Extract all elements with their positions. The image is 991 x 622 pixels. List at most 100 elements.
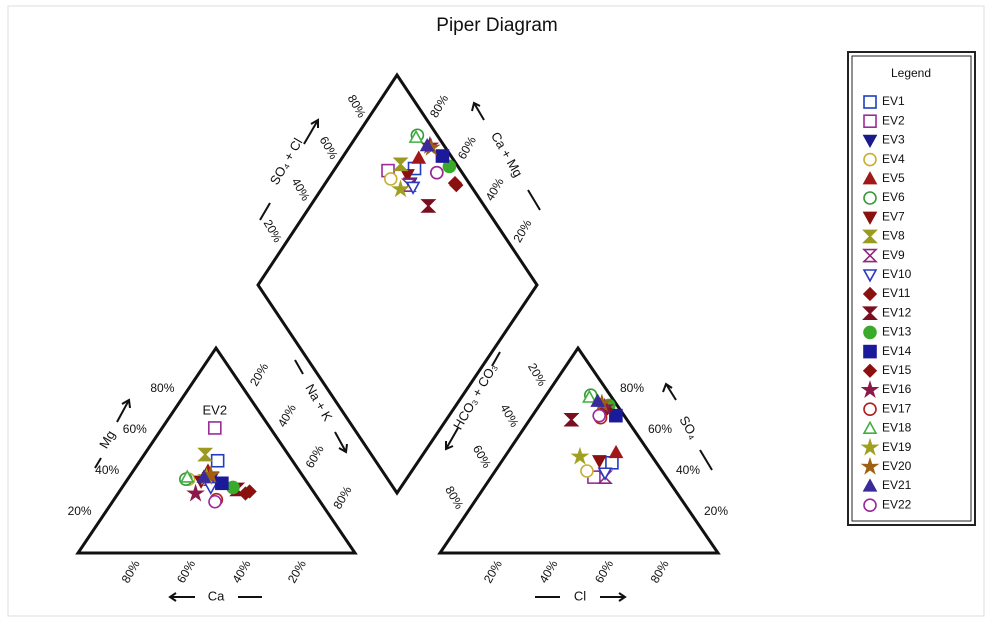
diamond-point	[442, 159, 457, 174]
legend-label: EV21	[882, 478, 912, 492]
tick-label: 40%	[536, 557, 560, 585]
axis-title: Na + K	[302, 381, 335, 424]
anion-triangle	[437, 345, 721, 555]
legend-marker	[862, 306, 878, 321]
diamond-point	[383, 172, 398, 186]
axis-title: HCO₃ + CO₃	[450, 361, 500, 432]
legend-marker	[863, 95, 877, 109]
tick-label: 60%	[303, 442, 327, 470]
tick-label: 40%	[483, 175, 507, 203]
tick-label: 40%	[229, 557, 253, 585]
axis-title: SO₄	[676, 413, 701, 441]
tick-label: 80%	[345, 92, 369, 120]
tick-label: 40%	[289, 175, 313, 203]
legend-box-inner	[851, 55, 972, 522]
tick-label: 20%	[510, 217, 534, 245]
tick-label: 40%	[95, 463, 119, 477]
legend-label: EV8	[882, 229, 905, 243]
legend-label: EV22	[882, 497, 912, 511]
cation-point	[238, 486, 253, 501]
legend-marker	[862, 248, 878, 263]
anion-point	[592, 408, 606, 423]
anion-point	[582, 389, 597, 403]
anion-point	[563, 412, 580, 427]
cation-point	[203, 481, 219, 496]
tick-label: 80%	[150, 381, 174, 395]
tick-label: 60%	[455, 134, 479, 162]
diamond-point	[392, 157, 409, 172]
legend-label: EV4	[882, 152, 905, 166]
tick-label: 20%	[704, 504, 728, 518]
legend-marker	[862, 286, 878, 302]
tick-label: 80%	[442, 484, 466, 512]
legend-label: EV19	[882, 440, 912, 454]
tick-label: 80%	[620, 381, 644, 395]
tick-label: 60%	[592, 557, 616, 585]
anion-point	[609, 408, 623, 423]
tick-label: 60%	[470, 443, 494, 471]
tick-label: 20%	[247, 360, 271, 388]
legend-label: EV13	[882, 325, 912, 339]
diamond-point	[400, 169, 415, 183]
cation-point	[197, 447, 214, 462]
diamond-point	[391, 179, 410, 198]
legend-label: EV18	[882, 421, 912, 435]
diamond-point	[419, 137, 435, 152]
legend-label: EV2	[882, 113, 905, 127]
tick-label: 20%	[285, 557, 309, 585]
legend-marker	[863, 191, 877, 205]
diamond-point	[420, 199, 437, 213]
frame	[7, 5, 985, 617]
cation-point	[196, 469, 212, 483]
legend-marker	[860, 380, 880, 398]
tick-label: 80%	[648, 557, 672, 585]
cation-point	[208, 421, 222, 435]
diamond-point	[430, 165, 444, 180]
axis-arrows	[94, 101, 713, 602]
tick-label: 20%	[261, 217, 285, 245]
legend-label: EV17	[882, 401, 912, 415]
legend-marker	[863, 402, 877, 417]
anion-point	[592, 455, 607, 469]
diamond	[256, 72, 539, 496]
legend-marker	[863, 152, 877, 167]
legend-label: EV11	[882, 286, 911, 300]
legend-marker	[862, 211, 878, 225]
cation-triangle	[75, 345, 358, 555]
anion-point	[608, 444, 624, 459]
tick-label: 60%	[648, 422, 672, 436]
legend-label: EV14	[882, 344, 912, 358]
axis-title: Ca + Mg	[488, 129, 526, 179]
legend-marker	[863, 114, 877, 128]
anion-point	[590, 393, 606, 407]
diamond-point	[408, 129, 424, 143]
diamond-point	[447, 175, 463, 191]
chart-title: Piper Diagram	[436, 15, 557, 36]
cation-point	[179, 469, 195, 483]
legend-label: EV6	[882, 190, 905, 204]
legend-label: EV20	[882, 459, 912, 473]
legend-label: EV1	[882, 94, 905, 108]
legend-label: EV10	[882, 267, 912, 281]
legend-title: Legend	[891, 66, 931, 80]
legend-label: EV12	[882, 305, 912, 319]
anion-point	[597, 467, 613, 481]
legend-marker	[860, 437, 880, 456]
legend-marker	[862, 363, 878, 378]
diamond-point	[435, 149, 450, 163]
anion-point	[570, 446, 590, 465]
legend-marker	[862, 420, 878, 435]
legend-marker	[860, 456, 880, 475]
tick-label: 20%	[481, 557, 505, 585]
legend-marker	[862, 478, 878, 492]
tick-label: 20%	[68, 504, 92, 518]
legend-label: EV15	[882, 363, 912, 377]
legend-marker	[862, 134, 878, 149]
cation-point	[210, 453, 225, 468]
legend-label: EV7	[882, 209, 905, 223]
cation-point	[208, 494, 222, 509]
anion-point	[605, 455, 619, 470]
tick-label: 80%	[119, 557, 143, 585]
cation-point	[215, 476, 229, 491]
